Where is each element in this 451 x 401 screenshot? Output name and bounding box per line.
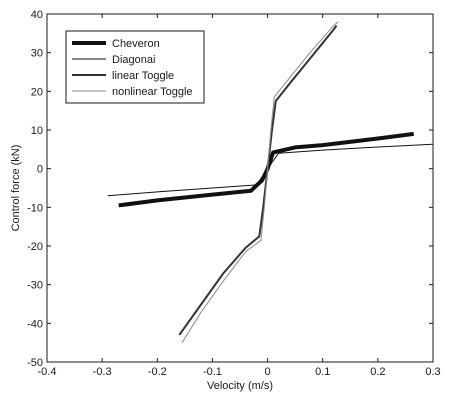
x-tick-label: -0.1 [203, 366, 222, 378]
x-axis-label: Velocity (m/s) [207, 380, 273, 392]
series-line-3 [181, 21, 339, 343]
axis-layer: -0.4 -0.3 -0.2 -0.1 0 0.1 0.2 0.3 -50 -40 -30 -20 -1… [27, 9, 441, 378]
y-tick-label: -30 [27, 280, 43, 292]
x-tick-label: -0.2 [148, 366, 167, 378]
y-tick-label: 20 [31, 86, 43, 98]
y-tick-label: -50 [27, 357, 43, 369]
x-tick-label: 0.1 [315, 366, 330, 378]
x-tick-label: -0.4 [38, 366, 57, 378]
legend-label-0: Cheveron [112, 38, 160, 50]
y-tick-label: 0 [37, 164, 43, 176]
legend-label-3: nonlinear Toggle [112, 86, 193, 98]
y-tick-label: 10 [31, 125, 43, 137]
legend-label-2: linear Toggle [112, 70, 174, 82]
y-tick-label: 40 [31, 9, 43, 21]
x-tick-label: -0.3 [93, 366, 112, 378]
legend: Cheveron Diagonai linear Toggle nonlinear T… [65, 30, 205, 104]
x-tick-label: 0.3 [425, 366, 440, 378]
y-axis-label: Control force (kN) [10, 145, 22, 232]
y-tick-label: -10 [27, 202, 43, 214]
series-layer [107, 21, 434, 343]
y-tick-label: 30 [31, 48, 43, 60]
y-tick-label: -40 [27, 318, 43, 330]
x-tick-label: 0.2 [370, 366, 385, 378]
y-tick-label: -20 [27, 241, 43, 253]
x-tick-label: 0 [265, 366, 271, 378]
legend-label-1: Diagonai [112, 54, 155, 66]
